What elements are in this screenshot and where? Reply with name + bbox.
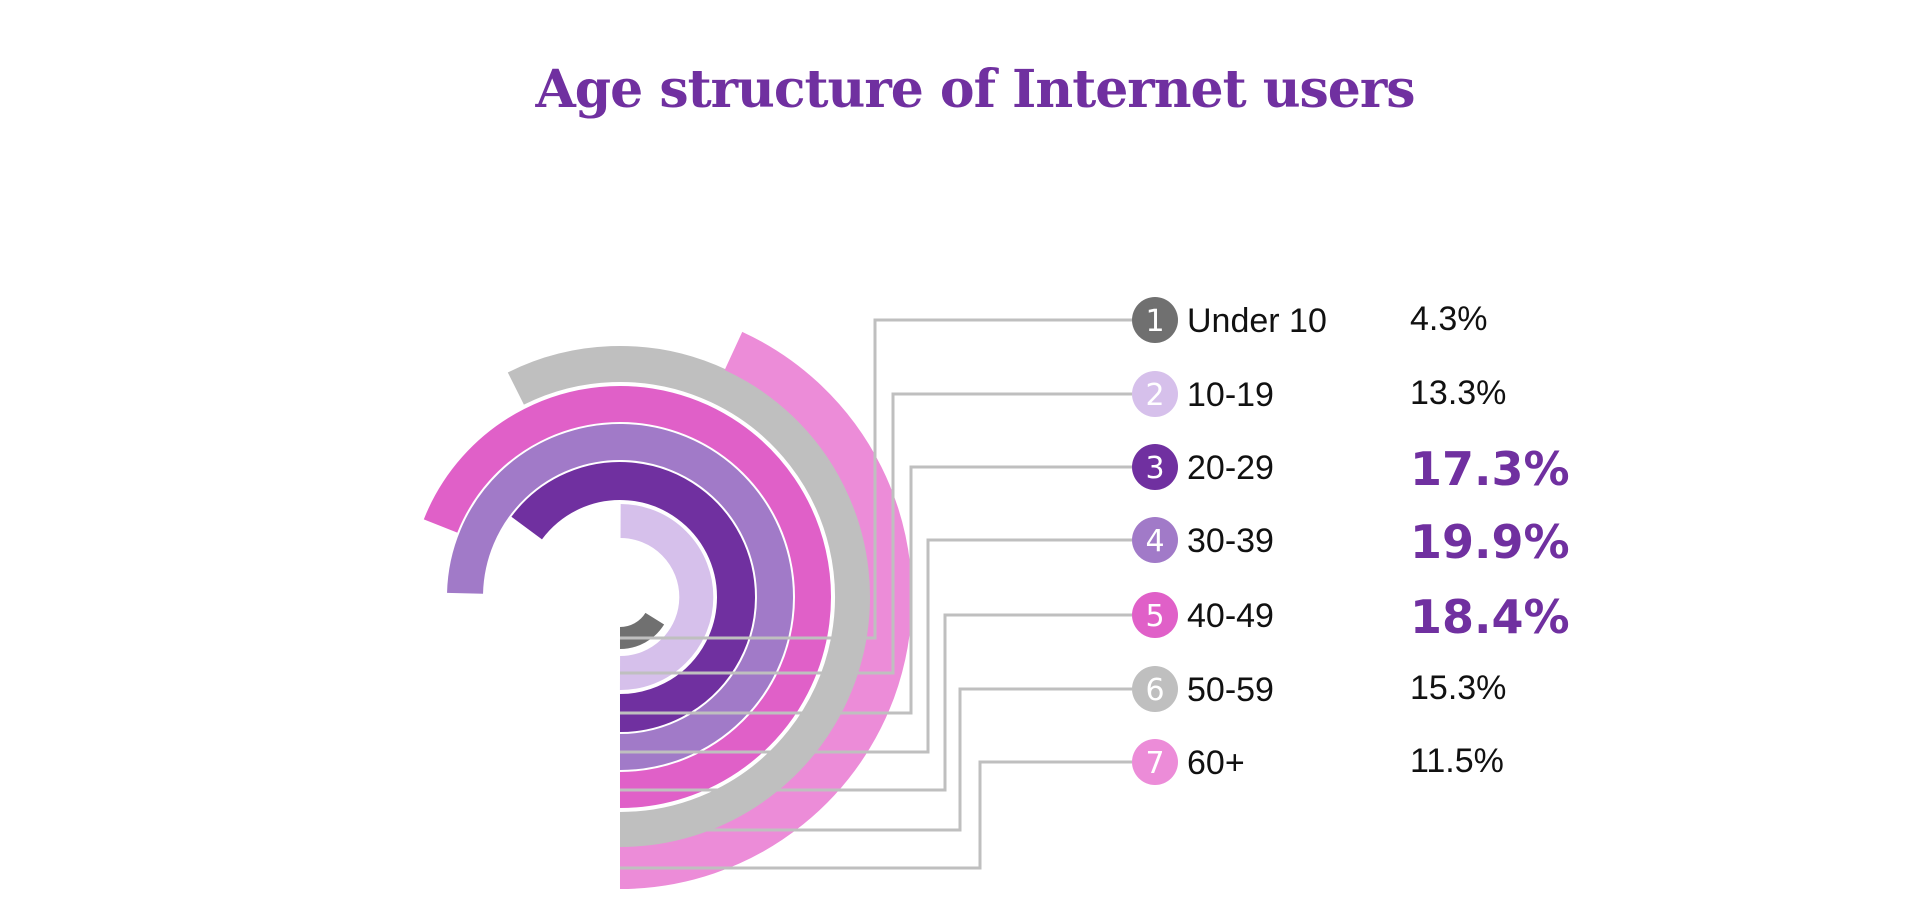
- value-label: 4.3%: [1410, 300, 1488, 338]
- arc-60-: [619, 331, 912, 889]
- legend-label: 60+: [1187, 744, 1245, 782]
- legend-marker: [1132, 444, 1178, 490]
- legend-marker: [1132, 739, 1178, 785]
- legend-marker: [1132, 297, 1178, 343]
- connector-line: [620, 465, 1132, 715]
- legend-marker: [1132, 517, 1178, 563]
- connector-line: [620, 613, 1132, 792]
- legend-label: Under 10: [1187, 302, 1327, 340]
- legend-label: 20-29: [1187, 449, 1274, 487]
- connector-line: [620, 392, 1132, 675]
- legend-index: 7: [1145, 746, 1164, 781]
- legend-marker: [1132, 666, 1178, 712]
- legend-index: 2: [1145, 378, 1164, 413]
- legend-marker: [1132, 592, 1178, 638]
- value-label: 17.3%: [1410, 442, 1570, 496]
- legend-index: 4: [1145, 524, 1164, 559]
- arc-50-59: [507, 346, 871, 848]
- arc-under-10: [619, 612, 665, 649]
- legend-index: 3: [1145, 451, 1164, 486]
- connector-line: [620, 318, 1132, 640]
- arc-10-19: [619, 504, 714, 691]
- legend-label: 50-59: [1187, 671, 1274, 709]
- value-label: 18.4%: [1410, 590, 1570, 644]
- legend-index: 5: [1145, 599, 1164, 634]
- legend: 1 Under 10 4.3% 2 10-19 13.3% 3 20-29 17.3% 4 30-3…: [1132, 297, 1570, 785]
- connector-line: [620, 687, 1132, 832]
- value-label: 13.3%: [1410, 374, 1506, 412]
- legend-marker: [1132, 371, 1178, 417]
- legend-label: 30-39: [1187, 522, 1274, 560]
- value-label: 15.3%: [1410, 669, 1506, 707]
- legend-label: 40-49: [1187, 597, 1274, 635]
- arc-40-49: [423, 386, 831, 808]
- legend-index: 6: [1145, 673, 1164, 708]
- legend-index: 1: [1145, 304, 1164, 339]
- chart-title: Age structure of Internet users: [534, 59, 1414, 120]
- arc-20-29: [511, 462, 755, 732]
- legend-label: 10-19: [1187, 376, 1274, 414]
- connector-lines: [620, 318, 1132, 870]
- connector-line: [620, 538, 1132, 754]
- connector-line: [620, 760, 1132, 870]
- value-label: 19.9%: [1410, 515, 1570, 569]
- value-label: 11.5%: [1410, 742, 1504, 780]
